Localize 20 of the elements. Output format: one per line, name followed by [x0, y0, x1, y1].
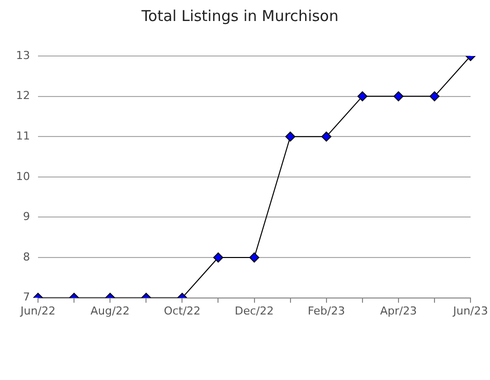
- y-tick-label: 9: [22, 210, 30, 224]
- y-tick-label: 13: [16, 48, 30, 62]
- x-tick-label: Apr/23: [380, 304, 417, 318]
- y-tick-label: 7: [22, 290, 30, 304]
- point: [321, 132, 332, 142]
- y-tick-label: 8: [22, 250, 30, 264]
- x-tick-label: Aug/22: [90, 304, 130, 318]
- point: [357, 91, 368, 102]
- x-tick-label: Oct/22: [164, 304, 201, 318]
- x-tick-label: Feb/23: [308, 304, 345, 318]
- x-tick-label: Jun/23: [452, 304, 488, 318]
- point: [285, 132, 296, 142]
- x-tick-label: Dec/22: [234, 304, 274, 318]
- y-tick-label: 10: [16, 170, 30, 183]
- x-tick-label: Jun/22: [20, 304, 56, 318]
- y-tick-label: 12: [16, 89, 30, 102]
- y-tick-label: 11: [16, 129, 30, 142]
- chart-title: Total Listings in Murchison: [140, 6, 338, 25]
- point: [393, 91, 404, 102]
- point: [430, 91, 440, 102]
